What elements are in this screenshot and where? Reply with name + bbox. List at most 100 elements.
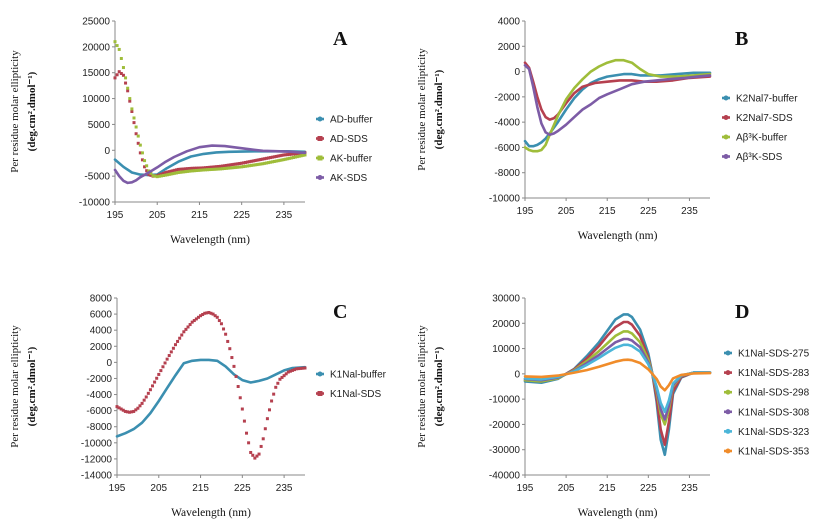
data-point xyxy=(209,167,213,171)
data-point xyxy=(159,172,163,176)
data-point xyxy=(253,456,257,460)
data-point xyxy=(274,159,278,163)
data-point xyxy=(213,314,217,318)
data-point xyxy=(249,163,253,167)
data-point xyxy=(163,361,167,365)
data-point xyxy=(182,330,186,334)
data-point xyxy=(251,159,255,163)
data-point xyxy=(147,169,151,173)
data-point xyxy=(182,170,186,174)
data-point xyxy=(238,161,242,165)
data-point xyxy=(153,174,157,178)
data-point xyxy=(173,171,177,175)
data-point xyxy=(134,408,138,412)
data-point xyxy=(159,174,163,178)
x-tick-label: 235 xyxy=(681,206,698,217)
data-point xyxy=(234,165,238,169)
panel-letter: B xyxy=(735,28,748,50)
legend-marker xyxy=(317,116,323,122)
data-point xyxy=(189,169,193,173)
data-point xyxy=(238,165,242,169)
data-point xyxy=(164,173,168,177)
data-point xyxy=(288,156,292,160)
series-ak-sds xyxy=(113,144,307,185)
data-point xyxy=(276,154,280,158)
data-point xyxy=(178,170,182,174)
data-point xyxy=(257,452,261,456)
x-tick-label: 235 xyxy=(276,210,293,221)
legend-label: K1Nal-SDS-283 xyxy=(738,368,810,379)
legend-item: K2Nal7-buffer xyxy=(722,94,798,105)
data-point xyxy=(124,81,128,85)
data-point xyxy=(222,327,226,331)
data-point xyxy=(217,319,221,323)
data-point xyxy=(113,40,117,44)
data-point xyxy=(155,376,159,380)
data-point xyxy=(280,153,284,157)
data-point xyxy=(255,454,259,458)
y-tick-label: 10000 xyxy=(82,94,110,105)
data-point xyxy=(274,154,278,158)
legend-marker xyxy=(725,350,731,356)
legend-item: Aβ³K-buffer xyxy=(722,133,788,144)
data-point xyxy=(278,154,282,158)
data-point xyxy=(293,368,297,372)
x-tick-label: 215 xyxy=(191,210,208,221)
x-tick-label: 195 xyxy=(107,210,124,221)
data-point xyxy=(219,167,223,171)
data-point xyxy=(290,368,294,372)
data-point xyxy=(115,44,119,48)
series-k1nal-sds-353 xyxy=(523,358,712,392)
data-point xyxy=(290,152,294,156)
data-point xyxy=(247,441,251,445)
data-point xyxy=(204,168,208,172)
data-point xyxy=(143,165,147,169)
data-point xyxy=(167,354,171,358)
series-line xyxy=(115,358,307,438)
y-tick-label: -10000 xyxy=(489,194,521,205)
data-point xyxy=(270,155,274,159)
y-tick-label: -2000 xyxy=(494,92,520,103)
data-point xyxy=(240,165,244,169)
data-point xyxy=(257,158,261,162)
data-point xyxy=(142,398,146,402)
data-point xyxy=(121,73,125,77)
data-point xyxy=(178,336,182,340)
data-point xyxy=(282,374,286,378)
legend-label: AK-buffer xyxy=(330,154,373,165)
data-point xyxy=(261,157,265,161)
panel-b: -10000 -8000 -6000 -4000 -2000 0 2000 4000 195 20… xyxy=(416,17,798,243)
legend-item: K1Nal-SDS xyxy=(316,389,381,400)
data-point xyxy=(128,410,132,414)
series-line xyxy=(523,58,712,153)
data-point xyxy=(125,410,129,414)
series-k1nal-buffer xyxy=(115,358,307,438)
data-point xyxy=(295,155,299,159)
x-axis-title: Wavelength (nm) xyxy=(171,507,251,519)
data-point xyxy=(247,164,251,168)
data-point xyxy=(187,167,191,171)
data-point xyxy=(175,171,179,175)
y-tick-label: 20000 xyxy=(492,319,520,330)
series-ad-buffer xyxy=(113,150,307,177)
data-point xyxy=(182,167,186,171)
data-point xyxy=(157,174,161,178)
data-point xyxy=(185,169,189,173)
legend-label: AK-SDS xyxy=(330,173,368,184)
data-point xyxy=(299,154,303,158)
series-a-k-buffer xyxy=(523,58,712,153)
y-tick-label: -40000 xyxy=(489,471,521,482)
series-line xyxy=(523,358,712,392)
legend-item: K1Nal-buffer xyxy=(316,370,387,381)
series-line xyxy=(113,144,307,185)
data-point xyxy=(194,166,198,170)
legend-label: K1Nal-SDS-275 xyxy=(738,349,810,360)
data-point xyxy=(193,169,197,173)
legend-item: AD-SDS xyxy=(316,134,368,145)
data-point xyxy=(220,167,224,171)
data-point xyxy=(286,153,290,157)
data-point xyxy=(178,167,182,171)
data-point xyxy=(303,366,307,370)
y-tick-label: 0 xyxy=(514,369,520,380)
data-point xyxy=(226,163,230,167)
